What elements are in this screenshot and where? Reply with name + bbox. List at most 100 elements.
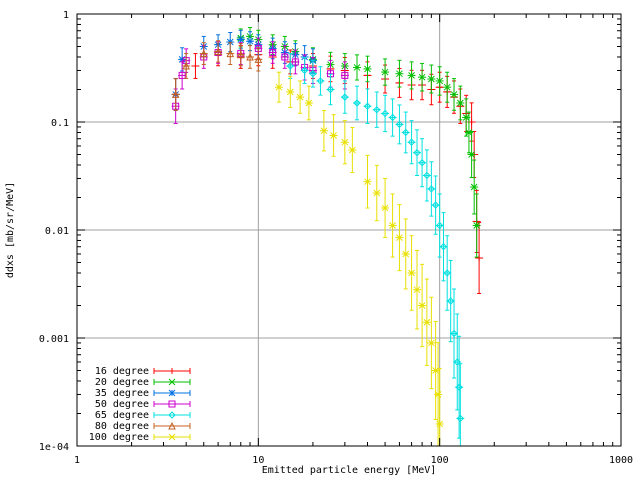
legend-label: 65 degree xyxy=(95,410,149,421)
data-point xyxy=(402,128,410,137)
data-point xyxy=(476,255,483,262)
data-point xyxy=(341,93,349,101)
legend-label: 50 degree xyxy=(95,399,149,410)
data-point xyxy=(413,286,421,294)
data-point xyxy=(269,49,277,57)
data-point xyxy=(408,72,415,79)
x-tick-label: 100 xyxy=(431,455,449,466)
data-point xyxy=(462,114,470,121)
data-point xyxy=(309,69,317,78)
y-tick-label: 0.1 xyxy=(51,118,69,129)
data-point xyxy=(326,85,335,94)
data-point xyxy=(178,71,186,79)
data-point xyxy=(450,329,458,338)
legend-marker xyxy=(169,368,175,374)
data-point xyxy=(443,269,451,277)
data-point xyxy=(468,151,475,158)
data-point xyxy=(408,269,415,277)
legend-label: 100 degree xyxy=(89,432,149,443)
data-point xyxy=(468,119,475,125)
data-point xyxy=(330,132,337,139)
data-point xyxy=(363,102,372,110)
data-point xyxy=(418,73,426,81)
x-axis-label: Emitted particle energy [MeV] xyxy=(262,465,437,476)
data-point xyxy=(305,99,313,107)
data-point xyxy=(436,77,444,85)
data-point xyxy=(456,99,464,107)
data-point xyxy=(443,83,451,91)
data-point xyxy=(402,250,410,258)
series-65-degree xyxy=(286,53,465,447)
data-point xyxy=(396,234,403,241)
data-point xyxy=(423,318,431,326)
series-80-degree xyxy=(171,40,263,111)
data-point xyxy=(182,61,190,70)
y-axis-label: ddxs [mb/sr/MeV] xyxy=(5,182,16,278)
data-point xyxy=(296,93,304,101)
data-point xyxy=(275,83,283,91)
data-point xyxy=(364,65,371,73)
y-tick-label: 0.001 xyxy=(39,334,69,345)
data-point xyxy=(353,64,361,71)
data-point xyxy=(473,222,481,229)
data-point xyxy=(214,47,222,55)
data-point xyxy=(320,127,328,135)
data-point xyxy=(254,55,263,63)
data-point xyxy=(456,414,465,423)
data-point xyxy=(470,183,478,191)
data-point xyxy=(246,52,254,61)
data-point xyxy=(246,37,254,45)
data-point xyxy=(428,339,435,347)
data-point xyxy=(226,49,235,58)
series-layer xyxy=(171,27,484,447)
series-20-degree xyxy=(236,27,481,258)
legend-marker xyxy=(168,400,176,408)
data-point xyxy=(353,99,361,107)
data-point xyxy=(389,222,396,229)
data-point xyxy=(300,66,309,75)
data-point xyxy=(286,88,294,96)
legend-label: 16 degree xyxy=(95,366,149,377)
data-point xyxy=(465,129,473,136)
x-tick-label: 1 xyxy=(74,455,80,466)
legend-label: 20 degree xyxy=(95,377,149,388)
data-point xyxy=(286,62,294,70)
data-point xyxy=(407,138,416,146)
series-100-degree xyxy=(274,71,444,447)
data-point xyxy=(450,91,458,98)
y-tick-label: 1e-04 xyxy=(39,442,69,453)
legend-marker xyxy=(168,411,176,419)
data-point xyxy=(446,297,455,305)
data-point xyxy=(455,383,463,391)
data-point xyxy=(428,75,435,83)
data-point xyxy=(436,420,444,428)
data-point xyxy=(427,185,436,193)
legend-marker xyxy=(168,421,176,430)
data-point xyxy=(364,178,371,186)
data-point xyxy=(192,63,199,70)
y-tick-label: 1 xyxy=(63,10,69,21)
data-point xyxy=(373,189,381,197)
x-tick-label: 1000 xyxy=(609,455,633,466)
data-point xyxy=(381,109,389,118)
legend-label: 35 degree xyxy=(95,388,149,399)
data-point xyxy=(423,171,431,180)
data-point xyxy=(381,68,389,76)
legend-marker xyxy=(168,389,176,397)
data-point xyxy=(373,105,381,114)
data-point xyxy=(237,36,245,43)
data-point xyxy=(349,146,356,154)
data-point xyxy=(199,49,208,58)
data-point xyxy=(226,38,234,46)
legend-marker xyxy=(168,378,176,386)
data-point xyxy=(395,120,404,129)
data-point xyxy=(291,58,299,66)
legend-marker xyxy=(168,433,176,441)
data-point xyxy=(439,243,448,251)
x-tick-label: 10 xyxy=(252,455,264,466)
data-point xyxy=(341,71,349,79)
data-point xyxy=(418,302,426,309)
data-point xyxy=(171,90,180,98)
data-point xyxy=(435,221,444,230)
